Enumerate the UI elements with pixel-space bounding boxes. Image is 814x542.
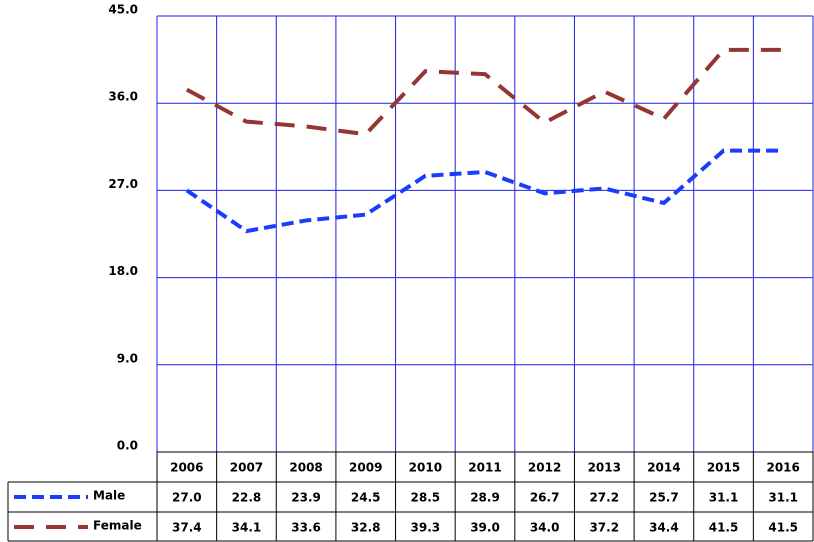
- table-value: 22.8: [232, 491, 262, 505]
- x-tick-label: 2014: [647, 461, 680, 475]
- table-value: 32.8: [351, 521, 381, 535]
- x-tick-label: 2013: [588, 461, 621, 475]
- table-value: 25.7: [649, 491, 679, 505]
- table-value: 31.1: [768, 491, 798, 505]
- table-value: 31.1: [709, 491, 739, 505]
- table-value: 33.6: [291, 521, 321, 535]
- y-tick-label: 9.0: [117, 351, 138, 365]
- table-value: 28.9: [470, 491, 500, 505]
- x-tick-label: 2016: [766, 461, 799, 475]
- y-tick-label: 36.0: [108, 90, 138, 104]
- table-value: 37.4: [172, 521, 202, 535]
- table-value: 34.1: [232, 521, 262, 535]
- x-tick-label: 2009: [349, 461, 382, 475]
- table-value: 27.0: [172, 491, 202, 505]
- table-value: 37.2: [589, 521, 619, 535]
- y-tick-label: 45.0: [108, 3, 138, 17]
- table-value: 26.7: [530, 491, 560, 505]
- x-tick-label: 2006: [170, 461, 203, 475]
- x-tick-label: 2008: [289, 461, 322, 475]
- table-value: 39.3: [411, 521, 441, 535]
- series-line: [185, 47, 784, 137]
- table-value: 34.0: [530, 521, 560, 535]
- table-value: 24.5: [351, 491, 381, 505]
- series-line: [185, 148, 784, 234]
- table-value: 28.5: [411, 491, 441, 505]
- x-tick-label: 2007: [230, 461, 263, 475]
- y-tick-label: 27.0: [108, 177, 138, 191]
- y-tick-label: 0.0: [117, 439, 138, 453]
- y-tick-label: 18.0: [108, 264, 138, 278]
- x-tick-label: 2012: [528, 461, 561, 475]
- legend-label: Male: [93, 489, 125, 503]
- table-value: 23.9: [291, 491, 321, 505]
- table-value: 39.0: [470, 521, 500, 535]
- table-value: 41.5: [709, 521, 739, 535]
- legend-label: Female: [93, 519, 142, 533]
- table-value: 41.5: [768, 521, 798, 535]
- x-tick-label: 2010: [409, 461, 442, 475]
- x-tick-label: 2011: [468, 461, 501, 475]
- table-value: 34.4: [649, 521, 679, 535]
- table-value: 27.2: [589, 491, 619, 505]
- x-tick-label: 2015: [707, 461, 740, 475]
